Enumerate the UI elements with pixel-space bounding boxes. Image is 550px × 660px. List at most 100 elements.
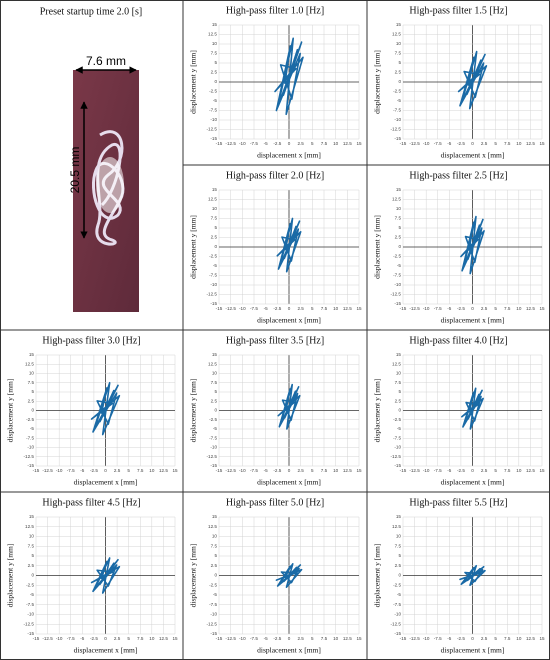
x-tick-label: -15 <box>216 468 223 473</box>
x-tick-label: -10 <box>239 468 246 473</box>
x-tick-label: -10 <box>239 141 246 146</box>
chart-title: High-pass filter 1.0 [Hz] <box>226 5 324 16</box>
x-axis-label: displacement x [mm] <box>257 316 321 325</box>
x-tick-label: -7.5 <box>434 636 442 641</box>
x-tick-label: 5 <box>127 636 130 641</box>
y-axis-label: displacement y [mm] <box>373 215 382 279</box>
x-tick-label: 5 <box>311 468 314 473</box>
y-tick-label: -12.5 <box>391 127 402 132</box>
x-tick-label: 10 <box>149 636 155 641</box>
x-tick-label: -5 <box>264 468 269 473</box>
y-tick-label: -10 <box>210 117 217 122</box>
y-tick-label: 2.5 <box>211 398 218 403</box>
x-tick-label: -12.5 <box>42 636 53 641</box>
x-tick-label: -15 <box>400 636 407 641</box>
x-tick-label: -2.5 <box>457 306 465 311</box>
y-tick-label: -7.5 <box>393 602 401 607</box>
y-tick-label: 5 <box>214 60 217 65</box>
x-tick-label: 12.5 <box>526 306 535 311</box>
y-tick-label: -10 <box>210 445 217 450</box>
x-tick-label: -2.5 <box>457 636 465 641</box>
x-tick-label: -12.5 <box>409 141 420 146</box>
y-tick-label: -5 <box>397 592 402 597</box>
x-axis-label: displacement x [mm] <box>257 478 321 487</box>
y-tick-label: -10 <box>394 445 401 450</box>
x-tick-label: 7.5 <box>137 636 144 641</box>
y-tick-label: 7.5 <box>28 380 35 385</box>
y-tick-label: 5 <box>214 389 217 394</box>
y-tick-label: 10 <box>212 534 218 539</box>
y-tick-label: -12.5 <box>391 621 402 626</box>
y-tick-label: 7.5 <box>395 380 402 385</box>
y-axis-label: displacement y [mm] <box>373 50 382 114</box>
y-tick-label: 10 <box>396 371 402 376</box>
x-tick-label: -5 <box>264 306 269 311</box>
x-tick-label: 15 <box>539 306 545 311</box>
y-tick-label: 5 <box>398 389 401 394</box>
y-axis-label: displacement y [mm] <box>6 544 15 608</box>
x-tick-label: -12.5 <box>225 306 236 311</box>
x-axis-label: displacement x [mm] <box>257 151 321 160</box>
y-tick-label: -15 <box>210 463 217 468</box>
x-tick-label: -12.5 <box>225 141 236 146</box>
y-tick-label: 7.5 <box>395 216 402 221</box>
y-tick-label: -5 <box>213 98 218 103</box>
x-tick-label: -7.5 <box>434 141 442 146</box>
y-tick-label: 10 <box>396 41 402 46</box>
chart-title: High-pass filter 5.0 [Hz] <box>226 497 324 508</box>
y-tick-label: -2.5 <box>209 254 217 259</box>
x-tick-label: 2.5 <box>297 141 304 146</box>
x-tick-label: -5 <box>447 636 452 641</box>
x-tick-label: -12.5 <box>409 636 420 641</box>
y-tick-label: -7.5 <box>209 602 217 607</box>
x-axis-label: displacement x [mm] <box>441 646 505 655</box>
y-tick-label: -2.5 <box>393 254 401 259</box>
y-tick-label: -10 <box>27 612 34 617</box>
x-tick-label: 10 <box>516 468 522 473</box>
y-tick-label: 7.5 <box>395 51 402 56</box>
x-tick-label: 10 <box>333 306 339 311</box>
y-tick-label: -12.5 <box>207 292 218 297</box>
x-tick-label: 2.5 <box>481 636 488 641</box>
y-tick-label: 12.5 <box>392 361 401 366</box>
x-tick-label: -12.5 <box>409 306 420 311</box>
y-tick-label: -12.5 <box>391 292 402 297</box>
x-tick-label: 10 <box>333 468 339 473</box>
x-tick-label: 2.5 <box>481 306 488 311</box>
y-tick-label: -10 <box>210 612 217 617</box>
x-tick-label: 10 <box>516 306 522 311</box>
y-tick-label: 15 <box>396 352 402 357</box>
y-tick-label: 5 <box>398 225 401 230</box>
x-tick-label: -7.5 <box>67 468 75 473</box>
y-tick-label: -15 <box>394 463 401 468</box>
y-axis-label: displacement y [mm] <box>189 50 198 114</box>
chart: High-pass filter 5.0 [Hz] displacement x … <box>189 497 362 654</box>
width-label: 7.6 mm <box>86 54 126 68</box>
y-tick-label: -15 <box>394 631 401 636</box>
x-axis-label: displacement x [mm] <box>441 316 505 325</box>
x-tick-label: -15 <box>400 141 407 146</box>
x-tick-label: -15 <box>216 306 223 311</box>
chart: High-pass filter 1.5 [Hz] displacement x … <box>373 5 545 159</box>
x-tick-label: 7.5 <box>504 306 511 311</box>
trajectory <box>457 50 488 110</box>
y-tick-label: 0 <box>214 244 217 249</box>
trajectory <box>277 383 301 430</box>
y-tick-label: -5 <box>397 426 402 431</box>
y-tick-label: 10 <box>29 534 35 539</box>
x-tick-label: -10 <box>56 468 63 473</box>
photo-glow <box>96 157 124 213</box>
x-tick-label: 15 <box>356 141 362 146</box>
x-tick-label: 12.5 <box>159 636 168 641</box>
y-tick-label: 0 <box>214 79 217 84</box>
y-tick-label: 7.5 <box>395 543 402 548</box>
y-tick-label: -15 <box>394 136 401 141</box>
photo-title: Preset startup time 2.0 [s] <box>40 6 142 17</box>
x-tick-label: -12.5 <box>409 468 420 473</box>
x-tick-label: 0 <box>288 306 291 311</box>
y-tick-label: -7.5 <box>26 435 34 440</box>
x-tick-label: 7.5 <box>321 636 328 641</box>
y-tick-label: 10 <box>212 41 218 46</box>
y-tick-label: 15 <box>212 22 218 27</box>
